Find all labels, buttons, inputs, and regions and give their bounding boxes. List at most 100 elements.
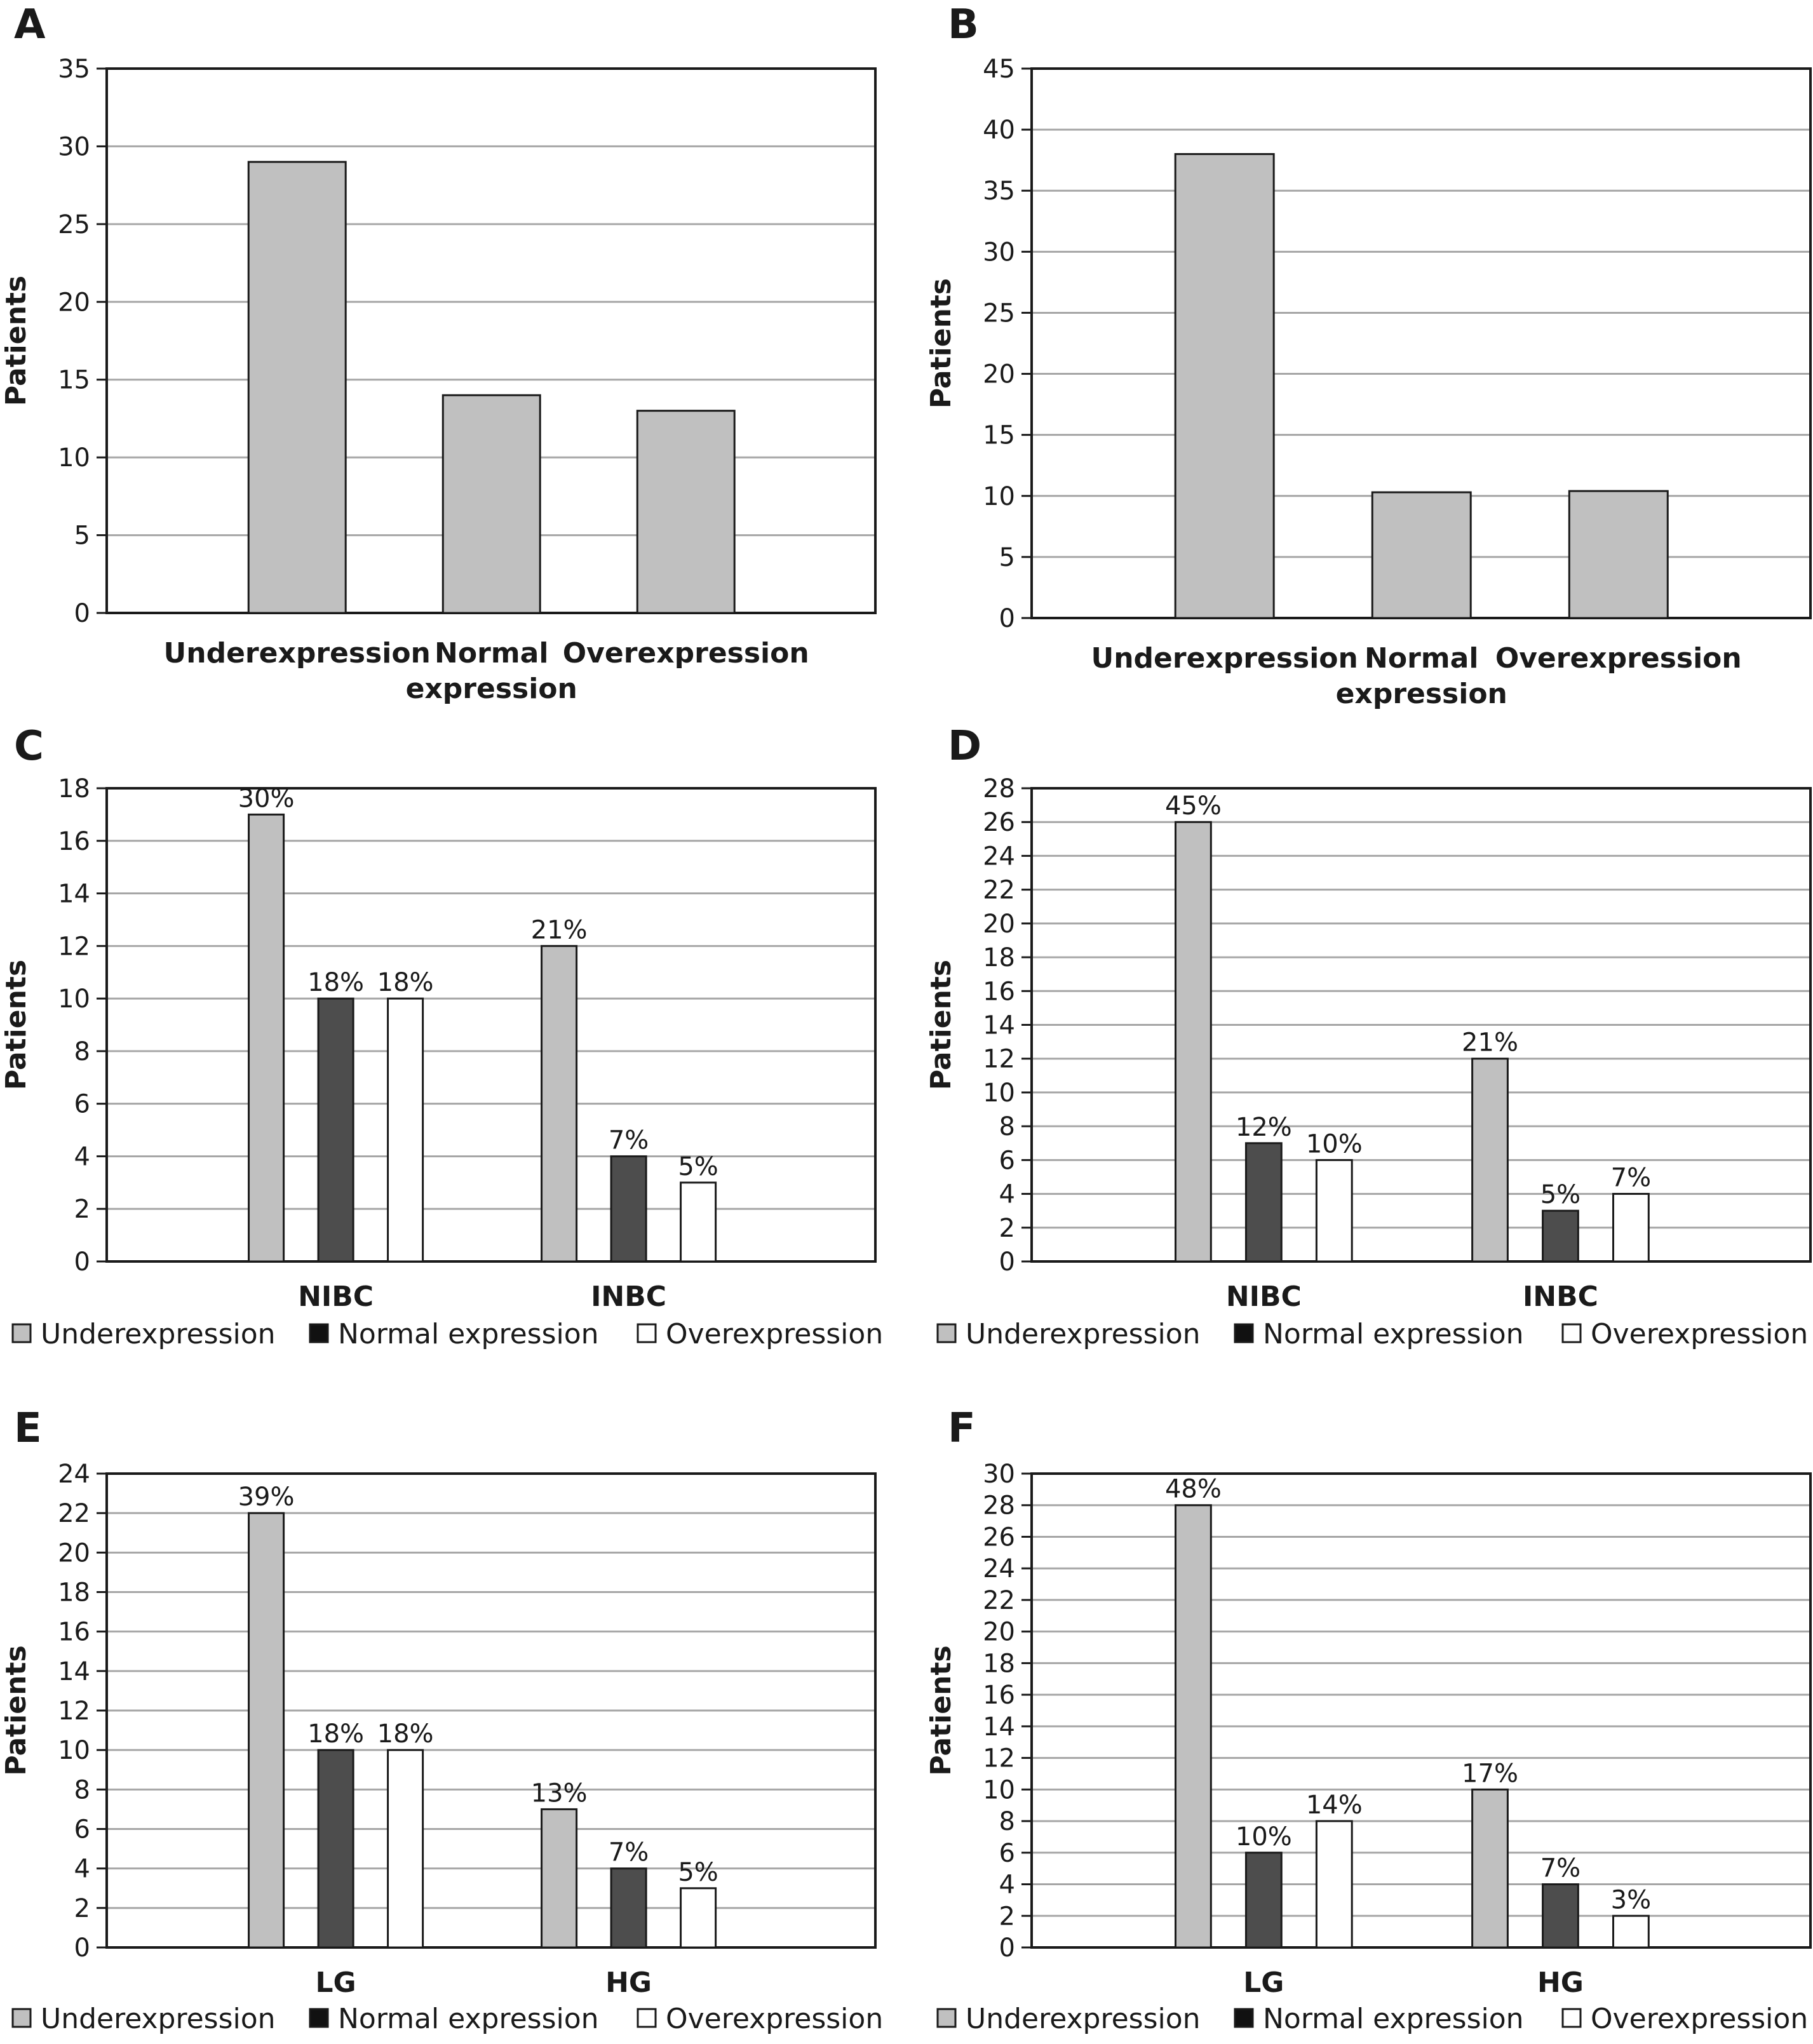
legend-swatch — [1234, 2008, 1254, 2028]
legend-item: Overexpression — [637, 2003, 883, 2035]
bar — [1612, 1193, 1650, 1263]
data-label: 7% — [1611, 1164, 1651, 1193]
y-tick-label: 22 — [983, 876, 1015, 905]
legend-swatch — [11, 2008, 32, 2028]
legend-item: Overexpression — [1561, 1318, 1808, 1350]
data-label: 7% — [609, 1838, 649, 1867]
legend-label: Normal expression — [1263, 1318, 1524, 1350]
data-label: 18% — [307, 1719, 364, 1749]
y-tick-label: 35 — [58, 55, 90, 84]
x-category-label: Normal — [435, 637, 548, 669]
legend-label: Overexpression — [1591, 1318, 1808, 1350]
panel-letter: F — [948, 1405, 976, 1452]
legend-label: Underexpression — [41, 2003, 276, 2035]
y-tick-label: 12 — [58, 932, 90, 961]
y-tick-label: 8 — [74, 1037, 90, 1066]
bar — [1175, 821, 1212, 1263]
y-tick-label: 28 — [983, 1491, 1015, 1521]
x-category-label: expression — [1336, 678, 1507, 710]
data-label: 3% — [1611, 1885, 1651, 1914]
y-axis-label: Patients — [925, 1645, 957, 1775]
legend-swatch — [936, 2008, 957, 2028]
x-category-label: INBC — [591, 1281, 666, 1313]
bar — [610, 1155, 647, 1263]
y-tick-label: 4 — [74, 1142, 90, 1171]
legend-swatch — [1561, 2008, 1582, 2028]
x-category-label: expression — [406, 673, 577, 705]
data-label: 5% — [678, 1152, 718, 1181]
y-axis-label: Patients — [0, 1645, 32, 1775]
y-tick-label: 0 — [999, 604, 1015, 633]
data-label: 5% — [1540, 1180, 1580, 1209]
bar — [636, 410, 736, 614]
y-tick-label: 6 — [74, 1090, 90, 1119]
legend-swatch — [1234, 1323, 1254, 1343]
panel-letter: E — [14, 1405, 42, 1452]
data-label: 45% — [1165, 791, 1222, 821]
y-tick-label: 4 — [999, 1180, 1015, 1209]
y-tick-label: 20 — [58, 1538, 90, 1568]
x-category-label: Underexpression — [164, 637, 431, 669]
y-tick-label: 45 — [983, 55, 1015, 84]
y-tick-label: 0 — [74, 1933, 90, 1963]
y-tick-label: 14 — [983, 1712, 1015, 1742]
legend-swatch — [309, 2008, 329, 2028]
x-category-label: HG — [605, 1967, 652, 1999]
chart-panel-f: F024681012141618202224262830Patients48%1… — [925, 1405, 1812, 2035]
y-tick-label: 12 — [983, 1744, 1015, 1773]
data-label: 39% — [238, 1483, 295, 1512]
y-tick-label: 10 — [983, 1775, 1015, 1805]
legend-label: Underexpression — [41, 1318, 276, 1350]
y-tick-label: 18 — [58, 774, 90, 803]
data-label: 30% — [238, 784, 295, 813]
bar — [610, 1867, 647, 1949]
bar — [1244, 1852, 1283, 1949]
y-tick-label: 26 — [983, 1523, 1015, 1552]
panel-letter: B — [948, 1, 979, 48]
x-category-label: Overexpression — [563, 637, 809, 669]
data-label: 17% — [1462, 1759, 1518, 1788]
y-tick-label: 8 — [999, 1807, 1015, 1836]
legend-swatch — [309, 1323, 329, 1343]
legend-item: Underexpression — [11, 2003, 276, 2035]
bar — [1315, 1820, 1353, 1949]
y-tick-label: 22 — [983, 1586, 1015, 1615]
y-tick-label: 2 — [999, 1902, 1015, 1931]
y-tick-label: 25 — [983, 299, 1015, 328]
y-tick-label: 0 — [999, 1933, 1015, 1963]
legend-item: Underexpression — [936, 1318, 1201, 1350]
bar — [1471, 1058, 1509, 1263]
y-tick-label: 20 — [983, 910, 1015, 939]
bar — [1315, 1159, 1353, 1263]
y-tick-label: 8 — [999, 1112, 1015, 1141]
y-tick-label: 18 — [58, 1578, 90, 1608]
bar — [317, 997, 354, 1263]
data-label: 21% — [531, 915, 588, 945]
bar — [317, 1749, 354, 1949]
y-tick-label: 24 — [983, 1554, 1015, 1583]
legend-label: Underexpression — [966, 2003, 1201, 2035]
y-tick-label: 8 — [74, 1775, 90, 1805]
y-tick-label: 28 — [983, 774, 1015, 803]
plot-frame — [105, 1472, 877, 1949]
y-tick-label: 0 — [999, 1247, 1015, 1277]
data-label: 12% — [1236, 1113, 1292, 1142]
legend-item: Overexpression — [1561, 2003, 1808, 2035]
y-tick-label: 10 — [983, 1079, 1015, 1108]
legend-label: Normal expression — [338, 1318, 599, 1350]
legend-label: Underexpression — [966, 1318, 1201, 1350]
bar — [1244, 1142, 1283, 1263]
y-tick-label: 14 — [58, 1657, 90, 1686]
y-tick-label: 2 — [74, 1195, 90, 1224]
y-tick-label: 16 — [983, 1681, 1015, 1710]
bar — [248, 1512, 285, 1949]
data-label: 13% — [531, 1778, 588, 1808]
legend-item: Overexpression — [637, 1318, 883, 1350]
data-label: 21% — [1462, 1028, 1518, 1058]
bar — [1175, 1504, 1212, 1949]
y-tick-label: 40 — [983, 116, 1015, 145]
y-tick-label: 2 — [74, 1894, 90, 1923]
data-label: 14% — [1306, 1791, 1363, 1820]
y-tick-label: 0 — [74, 599, 90, 628]
bar — [541, 1808, 578, 1949]
